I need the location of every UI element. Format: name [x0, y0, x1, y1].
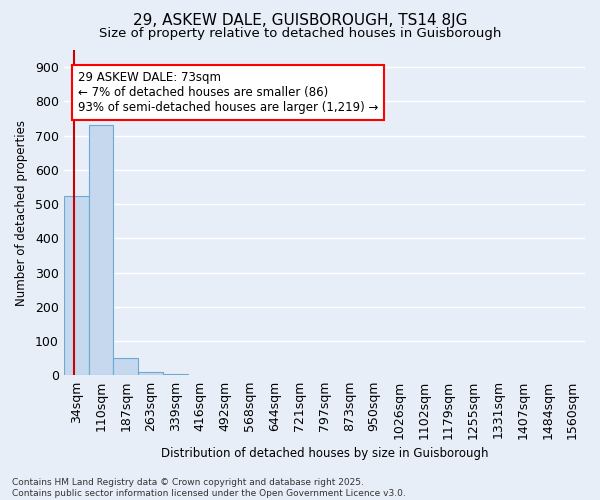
Text: 29 ASKEW DALE: 73sqm
← 7% of detached houses are smaller (86)
93% of semi-detach: 29 ASKEW DALE: 73sqm ← 7% of detached ho… — [78, 71, 379, 114]
Bar — [163, 374, 188, 376]
Text: Contains HM Land Registry data © Crown copyright and database right 2025.
Contai: Contains HM Land Registry data © Crown c… — [12, 478, 406, 498]
Bar — [64, 196, 89, 376]
Text: 29, ASKEW DALE, GUISBOROUGH, TS14 8JG: 29, ASKEW DALE, GUISBOROUGH, TS14 8JG — [133, 12, 467, 28]
X-axis label: Distribution of detached houses by size in Guisborough: Distribution of detached houses by size … — [161, 447, 488, 460]
Text: Size of property relative to detached houses in Guisborough: Size of property relative to detached ho… — [99, 28, 501, 40]
Bar — [89, 126, 113, 376]
Y-axis label: Number of detached properties: Number of detached properties — [15, 120, 28, 306]
Bar — [138, 372, 163, 376]
Bar — [113, 358, 138, 376]
